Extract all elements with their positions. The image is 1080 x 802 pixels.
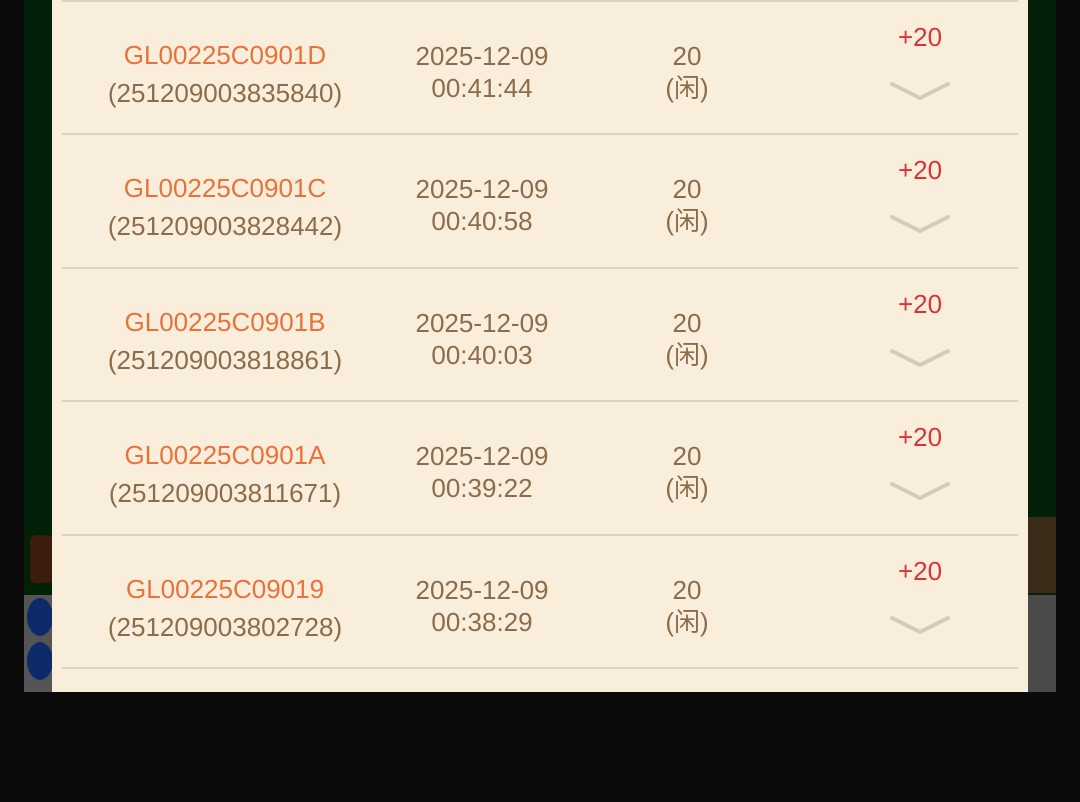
bet-datetime: 2025-12-09 00:38:29	[382, 574, 582, 638]
chevron-down-icon[interactable]	[890, 614, 950, 636]
bet-datetime: 2025-12-09 00:40:03	[382, 307, 582, 371]
bet-amount: 20 (闲)	[622, 173, 752, 237]
round-serial: (251209003802728)	[107, 611, 343, 642]
bet-amount: 20 (闲)	[622, 440, 752, 504]
chevron-down-icon[interactable]	[890, 480, 950, 502]
bet-time: 00:39:22	[431, 473, 533, 504]
bet-result: +20	[897, 555, 943, 586]
round-serial: (251209003818861)	[107, 344, 343, 375]
round-code: GL00225C0901D	[123, 40, 327, 70]
bet-record-row[interactable]: GL00225C0901B (251209003818861) 2025-12-…	[62, 266, 1018, 402]
chevron-down-icon[interactable]	[890, 347, 950, 369]
bet-amount: 20 (闲)	[622, 40, 752, 104]
round-code: GL00225C0901A	[124, 440, 326, 471]
bet-amount-value: 20	[672, 307, 702, 338]
bet-result: +20	[897, 288, 943, 319]
background-badge	[27, 642, 53, 680]
bet-result: +20	[897, 22, 943, 52]
background-game-table-left	[24, 0, 54, 692]
round-id: GL00225C0901D (251209003835840)	[62, 36, 388, 112]
bet-time: 00:41:44	[431, 73, 533, 103]
bet-side: (闲)	[665, 606, 709, 637]
bet-side: (闲)	[665, 206, 709, 237]
background-tag	[30, 535, 54, 583]
chevron-down-icon[interactable]	[890, 213, 950, 235]
bet-datetime: 2025-12-09 00:41:44	[382, 40, 582, 104]
bet-amount-value: 20	[672, 174, 702, 205]
bet-time: 00:40:03	[431, 339, 533, 370]
bet-history-panel[interactable]: GL00225C0901D (251209003835840) 2025-12-…	[52, 0, 1028, 692]
round-code: GL00225C0901C	[123, 173, 327, 204]
bet-date: 2025-12-09	[415, 41, 549, 71]
background-grid	[1028, 595, 1056, 692]
round-id: GL00225C0901C (251209003828442)	[62, 169, 388, 245]
round-serial: (251209003828442)	[107, 211, 343, 242]
round-id: GL00225C0901B (251209003818861)	[62, 303, 388, 379]
bet-record-row[interactable]: GL00225C0901D (251209003835840) 2025-12-…	[62, 0, 1018, 135]
round-serial: (251209003835840)	[107, 78, 343, 108]
background-game-table-right	[1028, 0, 1056, 692]
round-serial: (251209003811671)	[108, 478, 342, 509]
bet-record-row[interactable]: GL00225C0901A (251209003811671) 2025-12-…	[62, 400, 1018, 535]
round-id: GL00225C09019 (251209003802728)	[62, 570, 388, 646]
bet-amount-value: 20	[672, 574, 702, 605]
bet-amount: 20 (闲)	[622, 307, 752, 371]
bet-amount-value: 20	[672, 441, 702, 472]
row-divider	[62, 667, 1018, 802]
bet-amount-value: 20	[672, 41, 702, 71]
bet-time: 00:40:58	[431, 206, 533, 237]
bet-date: 2025-12-09	[415, 574, 549, 605]
background-badge	[27, 598, 53, 636]
bet-amount: 20 (闲)	[622, 574, 752, 638]
bet-date: 2025-12-09	[415, 307, 549, 338]
round-code: GL00225C09019	[125, 573, 325, 604]
bet-side: (闲)	[665, 73, 709, 103]
bet-record-row[interactable]: GL00225C09019 (251209003802728) 2025-12-…	[62, 533, 1018, 669]
background-tag	[1028, 517, 1056, 593]
bet-result: +20	[897, 422, 943, 453]
bet-result: +20	[897, 155, 943, 186]
round-id: GL00225C0901A (251209003811671)	[62, 436, 388, 512]
bet-date: 2025-12-09	[415, 441, 549, 472]
bet-datetime: 2025-12-09 00:40:58	[382, 173, 582, 237]
bet-date: 2025-12-09	[415, 174, 549, 205]
bet-side: (闲)	[665, 473, 709, 504]
bet-record-row[interactable]: GL00225C0901C (251209003828442) 2025-12-…	[62, 133, 1018, 268]
round-code: GL00225C0901B	[124, 306, 326, 337]
bet-side: (闲)	[665, 339, 709, 370]
bet-datetime: 2025-12-09 00:39:22	[382, 440, 582, 504]
chevron-down-icon[interactable]	[890, 80, 950, 102]
bet-time: 00:38:29	[431, 606, 533, 637]
